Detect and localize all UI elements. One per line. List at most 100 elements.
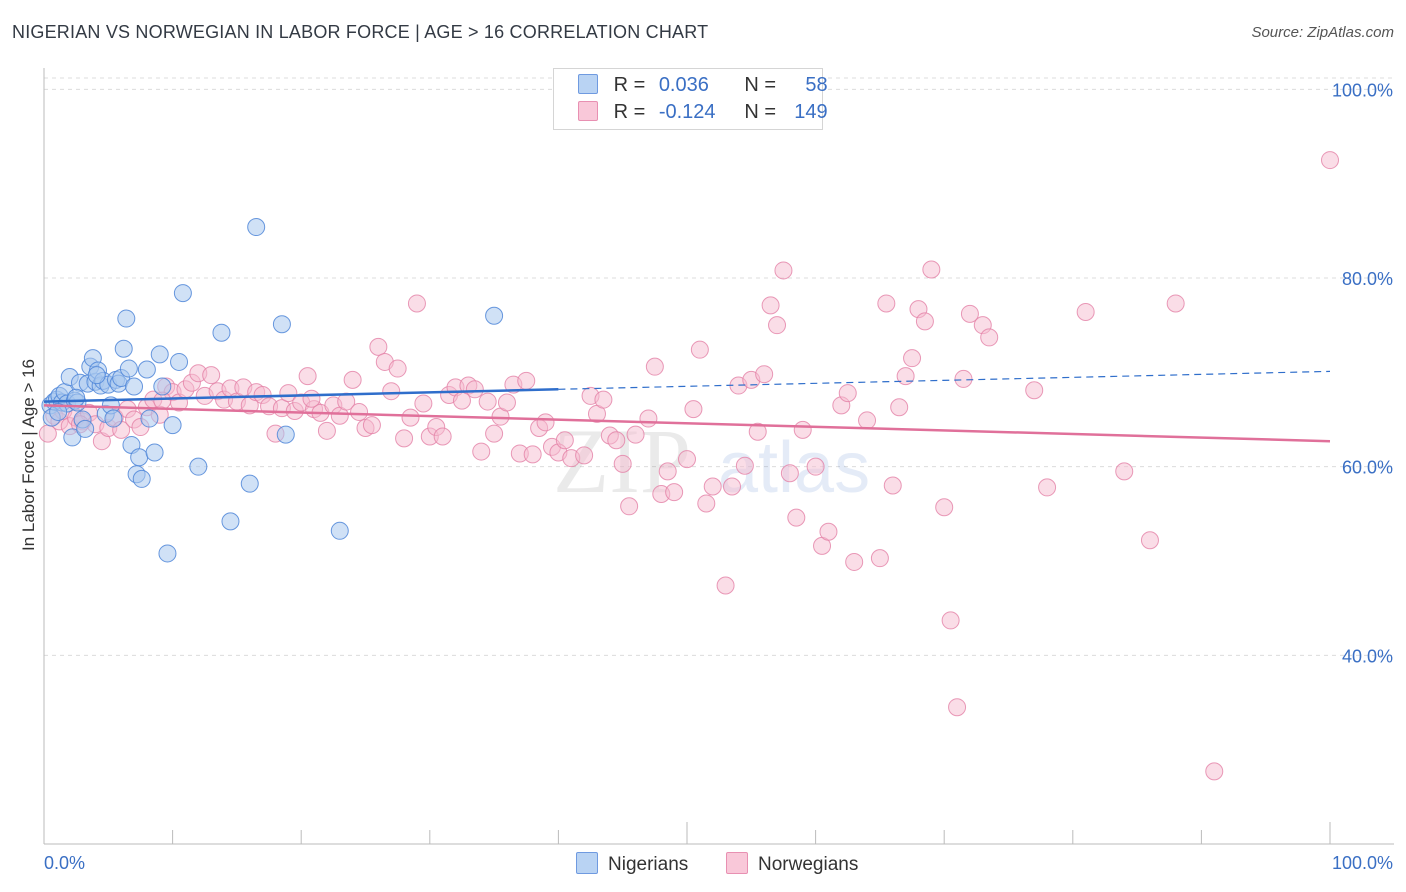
norwegian-point-48 <box>343 370 362 389</box>
norwegian-point-126 <box>896 367 915 386</box>
norwegian-trend-line <box>43 404 1331 443</box>
nigerian-point-40 <box>150 345 169 364</box>
legend-row-norwegian: R = -0.124 N = 149 <box>578 101 828 127</box>
chart-title: NIGERIAN VS NORWEGIAN IN LABOR FORCE | A… <box>12 22 709 42</box>
nigerian-point-53 <box>330 521 349 540</box>
norwegian-point-88 <box>607 431 626 450</box>
nigerian-n-value: 58 <box>805 74 828 96</box>
nigerian-r-label: R = <box>613 74 646 96</box>
nigerian-n-label: N = <box>744 74 777 96</box>
norwegian-point-121 <box>858 411 877 430</box>
nigerian-point-42 <box>158 544 177 563</box>
nigerian-point-48 <box>221 512 240 531</box>
nigerian-point-38 <box>140 409 159 428</box>
norwegian-point-125 <box>890 398 909 417</box>
norwegian-point-44 <box>317 421 336 440</box>
stats-legend: R = 0.036 N = 58 R = -0.124 N = 149 <box>553 68 828 130</box>
norwegian-point-99 <box>690 340 709 359</box>
norwegian-point-108 <box>755 365 774 384</box>
norwegian-point-111 <box>774 261 793 280</box>
norwegian-point-41 <box>298 367 317 386</box>
norwegian-point-75 <box>517 371 536 390</box>
norwegian-point-83 <box>575 446 594 465</box>
norwegian-point-86 <box>594 390 613 409</box>
bottom-legend-nigerians[interactable]: Nigerians <box>576 852 688 876</box>
norwegian-point-110 <box>768 316 787 335</box>
norwegian-point-123 <box>877 294 896 313</box>
norwegians-legend-swatch <box>726 852 748 874</box>
norwegian-point-81 <box>555 431 574 450</box>
norwegian-point-142 <box>1140 531 1159 550</box>
norwegian-point-68 <box>472 442 491 461</box>
norwegian-point-91 <box>626 425 645 444</box>
norwegian-point-97 <box>678 450 696 469</box>
norwegian-point-56 <box>395 429 414 448</box>
norwegian-point-112 <box>780 464 799 483</box>
norwegian-point-122 <box>870 549 889 568</box>
nigerian-trend-extension <box>558 370 1331 390</box>
nigerian-point-47 <box>212 323 231 342</box>
nigerian-point-36 <box>132 469 151 488</box>
norwegian-point-113 <box>787 508 806 527</box>
y-tick-label-40: 40.0% <box>1342 646 1393 666</box>
nigerian-point-14 <box>76 419 95 438</box>
norwegian-point-140 <box>1076 302 1095 321</box>
norwegian-point-92 <box>639 409 658 428</box>
norwegian-point-145 <box>1321 151 1339 170</box>
norwegian-point-49 <box>350 402 369 421</box>
y-axis-label: In Labor Force | Age > 16 <box>19 359 38 551</box>
nigerian-point-33 <box>125 377 144 396</box>
nigerian-point-49 <box>240 474 259 493</box>
axes <box>43 68 1394 845</box>
norwegian-point-103 <box>723 477 742 496</box>
norwegian-point-62 <box>433 427 452 446</box>
norwegian-point-76 <box>523 445 542 464</box>
norwegian-point-127 <box>903 349 922 368</box>
nigerian-point-44 <box>170 352 189 371</box>
norwegian-point-102 <box>716 576 735 595</box>
norwegian-point-115 <box>806 457 825 476</box>
nigerian-point-25 <box>104 409 123 428</box>
trend-lines <box>43 370 1331 443</box>
norwegian-point-59 <box>414 394 433 413</box>
nigerian-swatch <box>578 74 598 94</box>
nigerian-point-46 <box>189 457 208 476</box>
norwegian-point-131 <box>935 498 954 517</box>
nigerian-r-value: 0.036 <box>658 74 709 96</box>
norwegian-point-51 <box>362 416 381 435</box>
norwegian-n-value: 149 <box>794 101 828 123</box>
norwegian-r-label: R = <box>613 101 646 123</box>
norwegian-point-54 <box>382 382 401 401</box>
nigerian-point-31 <box>119 359 138 378</box>
bottom-legend-norwegians[interactable]: Norwegians <box>726 852 858 876</box>
nigerian-point-29 <box>114 339 133 358</box>
norwegian-r-value: -0.124 <box>658 101 716 123</box>
y-tick-label-60: 60.0% <box>1342 458 1393 478</box>
norwegian-point-96 <box>665 483 684 502</box>
norwegian-point-137 <box>980 328 999 347</box>
nigerian-point-35 <box>130 448 149 467</box>
norwegian-point-124 <box>883 476 902 495</box>
norwegian-point-134 <box>954 369 973 388</box>
norwegian-n-label: N = <box>744 101 777 123</box>
norwegian-point-138 <box>1025 381 1044 400</box>
norwegian-point-129 <box>915 312 934 331</box>
nigerian-point-39 <box>145 443 164 462</box>
nigerian-point-30 <box>117 309 136 328</box>
norwegian-point-69 <box>478 392 497 411</box>
norwegian-point-141 <box>1115 462 1134 481</box>
norwegian-point-135 <box>960 304 979 323</box>
norwegian-point-78 <box>536 413 555 432</box>
nigerians-legend-label: Nigerians <box>608 854 689 875</box>
norwegian-point-119 <box>838 384 857 403</box>
norwegian-point-114 <box>793 420 812 439</box>
norwegian-point-120 <box>845 552 864 571</box>
norwegian-point-105 <box>735 456 754 475</box>
norwegian-point-109 <box>761 296 780 315</box>
norwegian-point-148 <box>302 389 321 408</box>
x-tick-label-0: 0.0% <box>44 853 85 873</box>
norwegian-point-70 <box>485 424 504 443</box>
norwegian-point-55 <box>388 359 407 378</box>
nigerian-point-51 <box>272 315 291 334</box>
